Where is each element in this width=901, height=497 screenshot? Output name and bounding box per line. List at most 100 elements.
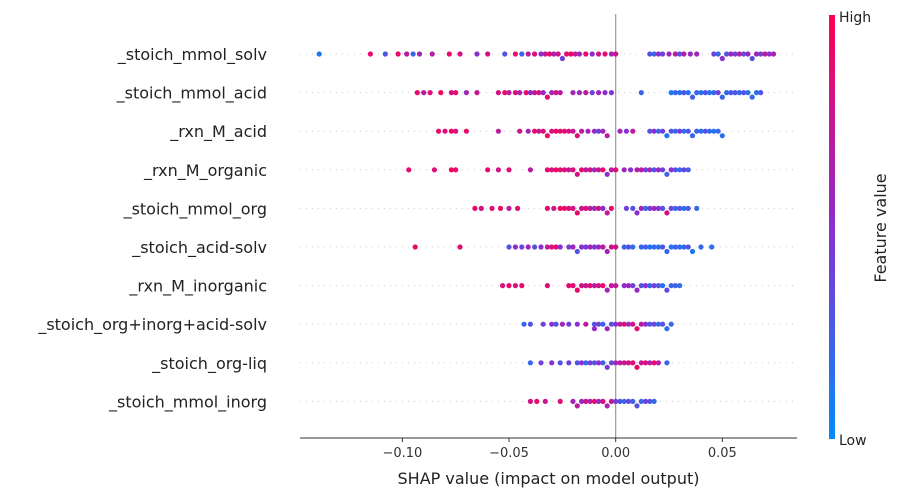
shap-point (630, 244, 636, 250)
shap-point (585, 128, 591, 134)
shap-point (502, 51, 508, 57)
shap-point (638, 360, 644, 366)
shap-point (664, 133, 670, 139)
shap-point (677, 167, 683, 173)
shap-point (753, 51, 760, 57)
shap-point (668, 244, 674, 250)
shap-point (664, 360, 670, 366)
shap-point (698, 128, 704, 134)
shap-point (551, 205, 557, 211)
shap-point (638, 244, 644, 250)
shap-point (574, 287, 580, 293)
feature-label: _rxn_M_organic (143, 161, 267, 181)
shap-point (549, 244, 555, 250)
shap-point (591, 321, 598, 327)
shap-point (596, 398, 602, 404)
shap-point (566, 167, 572, 173)
shap-point (549, 360, 555, 366)
shap-point (681, 205, 687, 211)
shap-point (621, 283, 627, 289)
shap-point (506, 244, 512, 250)
shap-point (536, 128, 542, 134)
shap-point (604, 133, 610, 139)
shap-point (672, 205, 679, 211)
shap-point (736, 51, 743, 57)
shap-point (655, 51, 662, 57)
shap-point (643, 283, 649, 289)
shap-point (655, 360, 662, 366)
feature-label: _stoich_mmol_solv (117, 45, 267, 65)
shap-point (681, 244, 687, 250)
shap-point (579, 244, 585, 250)
shap-point (664, 210, 670, 216)
shap-point (517, 90, 523, 96)
shap-point (410, 51, 416, 57)
shap-point (549, 167, 555, 173)
shap-point (660, 205, 666, 211)
shap-point (561, 167, 568, 173)
shap-point (553, 167, 559, 173)
shap-point (625, 321, 632, 327)
shap-point (457, 51, 463, 57)
shap-point (681, 167, 687, 173)
shap-point (579, 128, 585, 134)
shap-point (685, 244, 691, 250)
colorbar-high-label: High (839, 10, 871, 26)
shap-point (442, 128, 448, 134)
shap-point (621, 321, 627, 327)
shap-point (549, 90, 555, 96)
shap-point (651, 51, 657, 57)
shap-point (625, 283, 632, 289)
shap-point (604, 248, 610, 255)
shap-point (382, 51, 388, 57)
shap-point (557, 205, 563, 211)
shap-point (698, 90, 704, 96)
shap-point (542, 51, 548, 57)
shap-point (608, 398, 615, 404)
shap-point (506, 167, 512, 173)
shap-point (617, 128, 623, 134)
shap-point (534, 398, 540, 404)
shap-point (448, 90, 454, 96)
shap-point (583, 283, 589, 289)
shap-point (544, 205, 551, 211)
shap-point (602, 51, 608, 57)
shap-point (719, 55, 725, 62)
shap-point (621, 244, 627, 250)
shap-point (672, 90, 679, 96)
shap-point (647, 167, 653, 173)
shap-point (702, 128, 708, 134)
shap-point (638, 321, 644, 327)
shap-point (576, 90, 583, 96)
shap-point (587, 283, 593, 289)
shap-point (630, 360, 636, 366)
shap-point (583, 205, 589, 211)
shap-point (613, 51, 619, 57)
shap-point (711, 128, 717, 134)
shap-point (749, 55, 755, 62)
shap-point (651, 321, 657, 327)
shap-point (512, 51, 519, 57)
feature-label: _stoich_mmol_inorg (108, 392, 267, 412)
shap-point (574, 321, 580, 327)
shap-point (568, 51, 574, 57)
shap-point (638, 167, 644, 173)
shap-point (549, 128, 555, 134)
shap-point (596, 167, 602, 173)
shap-point (664, 248, 670, 255)
shap-point (446, 51, 452, 57)
shap-point (544, 244, 551, 250)
shap-point (538, 360, 544, 366)
shap-point (448, 167, 454, 173)
shap-point (630, 128, 636, 134)
shap-point (367, 51, 373, 57)
shap-point (495, 128, 501, 134)
shap-point (770, 51, 777, 57)
shap-point (506, 205, 512, 211)
shap-point (579, 360, 585, 366)
feature-label: _stoich_acid-solv (131, 238, 267, 258)
shap-point (527, 360, 534, 366)
shap-point (621, 360, 627, 366)
shap-point (532, 244, 538, 250)
colorbar-low-label: Low (839, 433, 867, 449)
